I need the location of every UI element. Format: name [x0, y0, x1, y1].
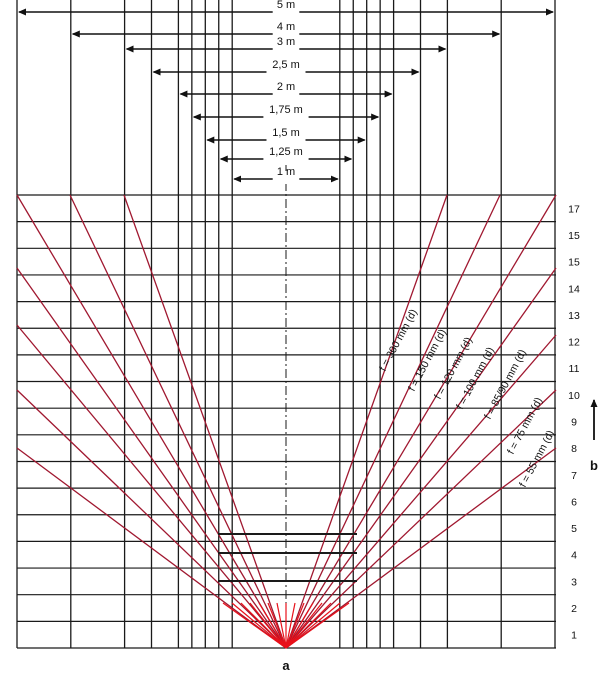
lens-apex-highlight — [285, 602, 323, 649]
distance-row-label: 13 — [568, 310, 580, 322]
lens-focal-label: f = 300 mm (d) — [377, 307, 420, 373]
distance-row-label: 6 — [571, 496, 577, 508]
lens-angle-line — [16, 194, 287, 649]
width-label: 5 m — [277, 0, 295, 11]
width-label: 2,5 m — [272, 59, 300, 71]
width-boundary-lines — [16, 0, 556, 648]
width-label: 2 m — [277, 81, 295, 93]
width-label: 1,25 m — [269, 146, 303, 158]
lens-angle-line — [285, 389, 557, 649]
lens-angle-line — [285, 447, 557, 649]
lens-angle-line — [285, 267, 557, 649]
lens-angle-line — [69, 194, 287, 649]
distance-row-label: 9 — [571, 417, 577, 429]
distance-row-label: 8 — [571, 443, 577, 455]
lens-angle-line — [285, 194, 501, 649]
lens-apex-highlight — [249, 602, 287, 649]
axis-label-b: b — [590, 458, 598, 473]
width-label-background — [272, 41, 300, 54]
lens-apex-highlight — [285, 602, 350, 649]
lens-apex-highlight — [240, 602, 287, 649]
width-label-background — [272, 4, 300, 17]
lens-apex-highlight — [258, 602, 287, 649]
origin-label-a: a — [282, 658, 290, 673]
lens-angle-line — [16, 324, 287, 649]
distance-row-label: 7 — [571, 470, 577, 482]
width-label-background — [272, 171, 300, 184]
distance-row-label: 11 — [569, 363, 580, 375]
width-label-background — [263, 151, 309, 164]
distance-row-label: 3 — [571, 576, 577, 588]
distance-row-label: 4 — [571, 550, 577, 562]
lens-apex-highlight — [276, 602, 287, 649]
lens-apex-highlight — [285, 602, 305, 649]
lens-angle-line — [285, 194, 448, 649]
width-label: 1,5 m — [272, 127, 300, 139]
distance-row-label: 10 — [568, 390, 580, 402]
lens-angle-line — [16, 447, 287, 649]
distance-row-label: 15 — [568, 257, 580, 269]
width-label: 1 m — [277, 166, 295, 178]
width-label-background — [266, 64, 306, 77]
distance-row-label: 2 — [571, 603, 577, 615]
width-label: 1,75 m — [269, 104, 303, 116]
lens-apex-highlight — [285, 602, 296, 649]
lens-apex-highlight — [285, 602, 314, 649]
width-label: 4 m — [277, 21, 295, 33]
distance-row-label: 1 — [571, 630, 577, 642]
distance-row-label: 15 — [568, 230, 580, 242]
lens-angle-line — [16, 267, 287, 649]
distance-row-label: 12 — [568, 337, 580, 349]
lens-apex-highlight — [285, 602, 332, 649]
distance-row-label: 5 — [571, 523, 577, 535]
width-dimension-arrows: 5 m 4 m 3 m 2,5 m 2 m 1,75 m 1,5 m 1,25 m 1 m — [18, 0, 554, 184]
lens-angle-line — [285, 194, 557, 649]
width-label-background — [266, 132, 306, 145]
lens-apex-highlight — [285, 602, 341, 649]
labels: f = 300 mm (d)f = 150 mm (d)f = 120 mm (… — [282, 203, 598, 673]
width-label-background — [272, 26, 300, 39]
distance-row-label: 14 — [568, 283, 580, 295]
width-label-background — [272, 86, 300, 99]
lens-angle-line — [285, 334, 557, 649]
width-label-background — [263, 109, 309, 122]
width-label: 3 m — [277, 36, 295, 48]
lens-apex-highlight — [222, 602, 287, 649]
lens-apex-highlight — [267, 602, 287, 649]
lens-angle-line — [16, 389, 287, 649]
lens-angle-lines — [16, 194, 557, 649]
distance-row-label: 17 — [568, 203, 580, 215]
lens-angle-line — [123, 194, 287, 649]
lens-apex-highlight — [231, 602, 287, 649]
